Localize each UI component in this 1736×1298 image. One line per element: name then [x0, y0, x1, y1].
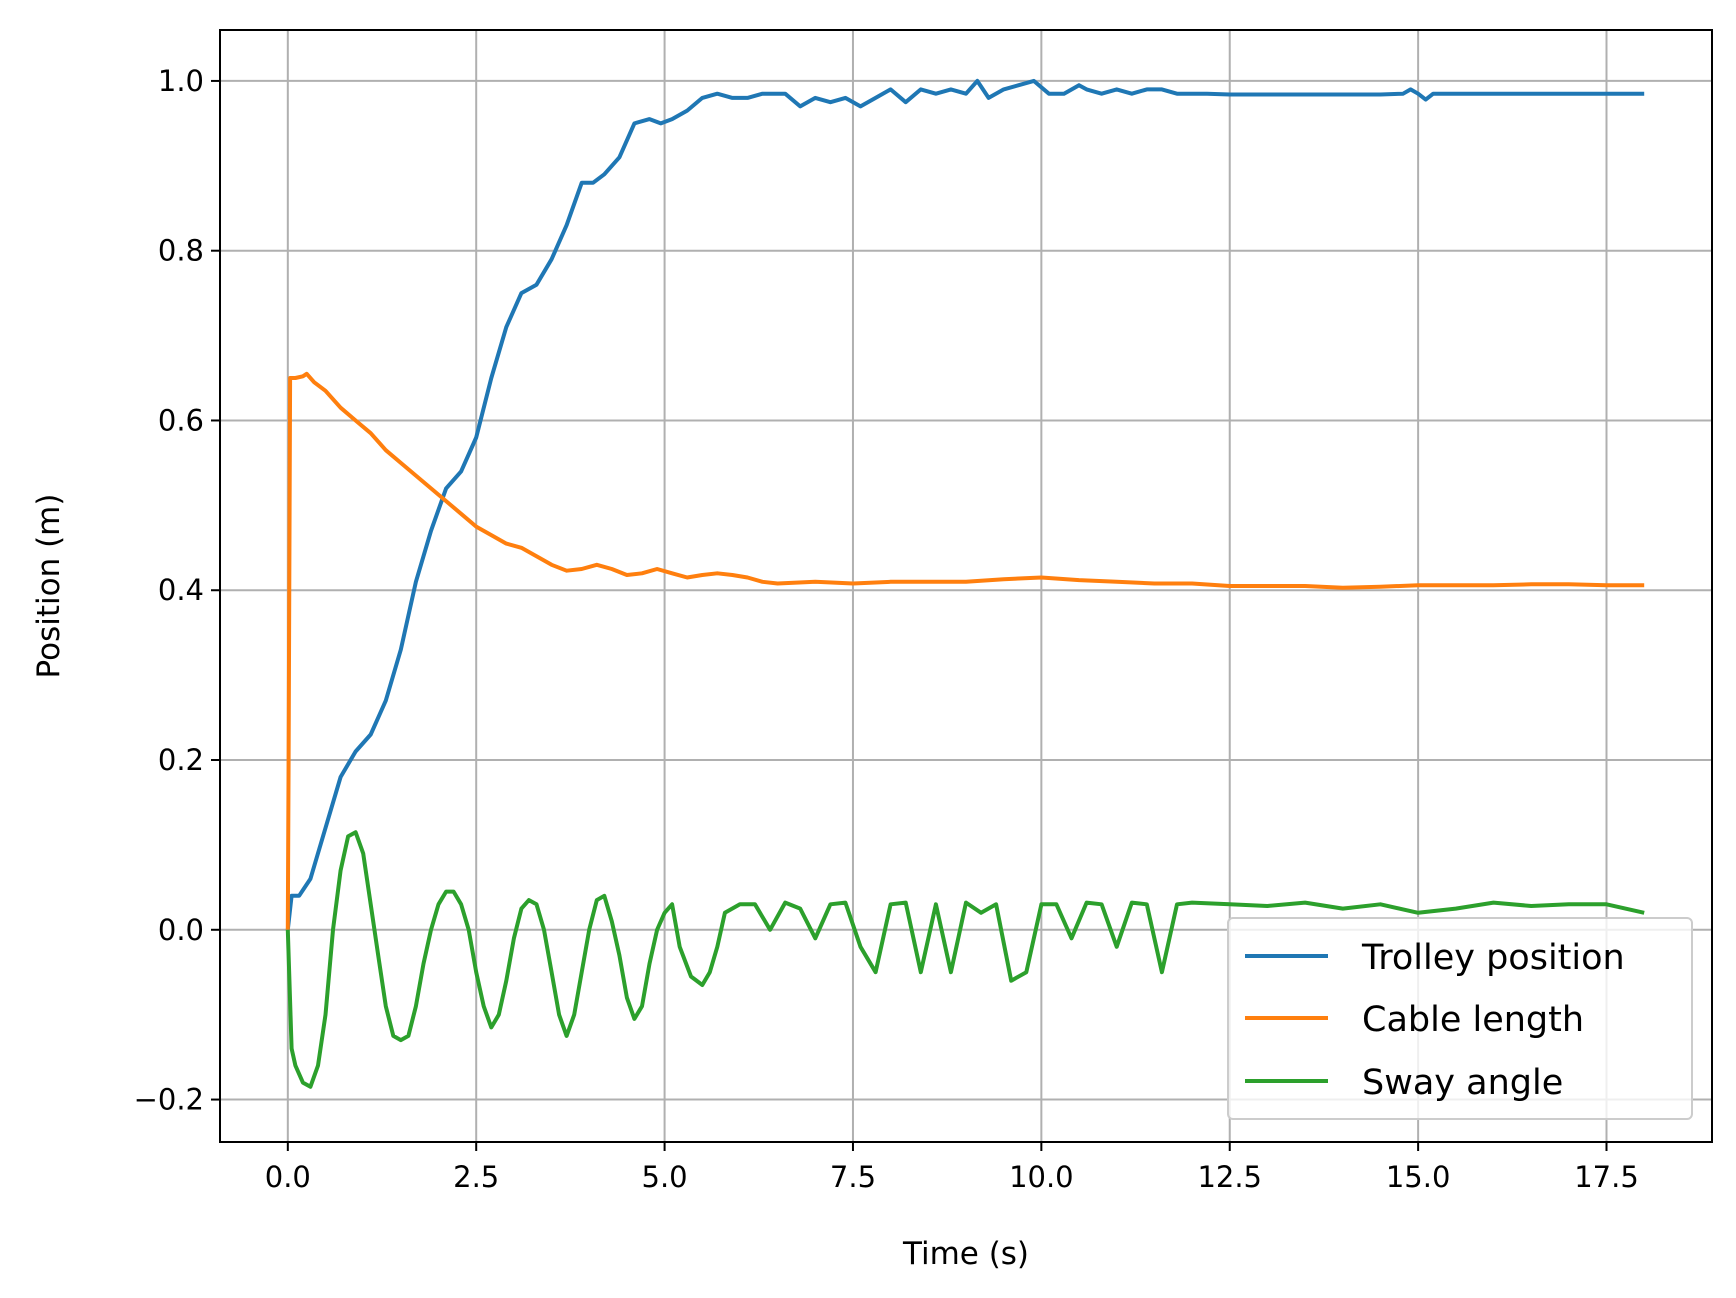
x-tick-label: 7.5 [830, 1160, 876, 1194]
y-tick-label: 0.2 [158, 743, 204, 777]
y-axis-ticks: −0.2 0.0 0.2 0.4 0.6 0.8 1.0 [134, 64, 220, 1117]
x-tick-label: 0.0 [265, 1160, 311, 1194]
y-axis-title: Position (m) [31, 494, 67, 679]
x-axis-ticks: 0.0 2.5 5.0 7.5 10.0 12.5 15.0 17.5 [265, 1142, 1639, 1194]
y-tick-label: 0.8 [158, 234, 204, 268]
plot-frame [219, 29, 1713, 1143]
x-tick-label: 15.0 [1386, 1160, 1451, 1194]
y-tick-label: 1.0 [158, 64, 204, 98]
y-tick-label: −0.2 [134, 1083, 204, 1117]
series-line-sway-angle [285, 830, 1645, 1089]
x-tick-label: 12.5 [1197, 1160, 1262, 1194]
series-line-trolley-position [285, 78, 1645, 931]
legend-label-trolley-position: Trolley position [1361, 938, 1625, 978]
legend-label-cable-length: Cable length [1362, 1000, 1584, 1040]
y-tick-label: 0.0 [158, 913, 204, 947]
x-tick-label: 17.5 [1574, 1160, 1639, 1194]
series-line-cable-length [285, 371, 1645, 930]
legend-box [1227, 917, 1693, 1120]
series-lines [285, 78, 1645, 1089]
y-tick-label: 0.6 [158, 403, 204, 437]
y-tick-label: 0.4 [158, 573, 204, 607]
legend: Trolley position Cable length Sway angle [1227, 917, 1693, 1120]
x-tick-label: 2.5 [453, 1160, 499, 1194]
x-tick-label: 10.0 [1009, 1160, 1074, 1194]
legend-label-sway-angle: Sway angle [1362, 1063, 1563, 1103]
x-tick-label: 5.0 [642, 1160, 688, 1194]
x-axis-title: Time (s) [902, 1236, 1029, 1272]
